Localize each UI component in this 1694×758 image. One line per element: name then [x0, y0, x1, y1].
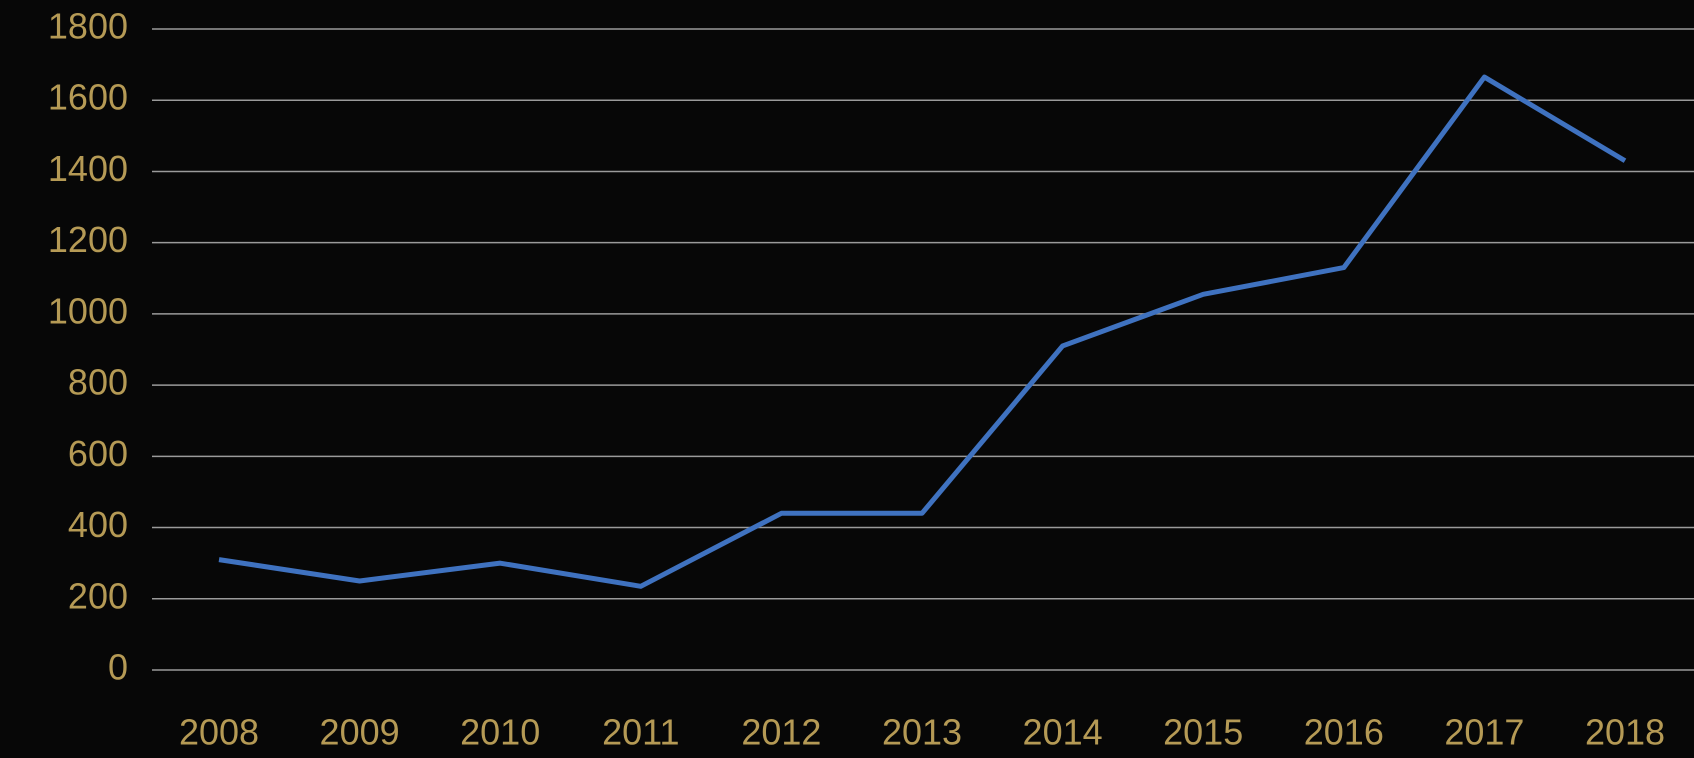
x-tick-label: 2017 [1444, 712, 1524, 753]
y-tick-label: 600 [68, 433, 128, 474]
x-tick-label: 2011 [602, 712, 679, 753]
x-tick-label: 2012 [741, 712, 821, 753]
y-tick-label: 1600 [48, 77, 128, 118]
y-tick-label: 0 [108, 647, 128, 688]
x-tick-label: 2014 [1023, 712, 1103, 753]
x-tick-label: 2010 [460, 712, 540, 753]
y-tick-label: 1200 [48, 219, 128, 260]
y-tick-label: 800 [68, 362, 128, 403]
x-tick-label: 2018 [1585, 712, 1665, 753]
x-tick-label: 2008 [179, 712, 259, 753]
x-tick-label: 2009 [320, 712, 400, 753]
x-tick-label: 2013 [882, 712, 962, 753]
y-tick-label: 1000 [48, 290, 128, 331]
y-tick-label: 200 [68, 575, 128, 616]
x-tick-label: 2015 [1163, 712, 1243, 753]
y-tick-label: 1400 [48, 148, 128, 189]
y-tick-label: 1800 [48, 6, 128, 47]
y-tick-label: 400 [68, 504, 128, 545]
x-tick-label: 2016 [1304, 712, 1384, 753]
data-line [218, 74, 1627, 589]
